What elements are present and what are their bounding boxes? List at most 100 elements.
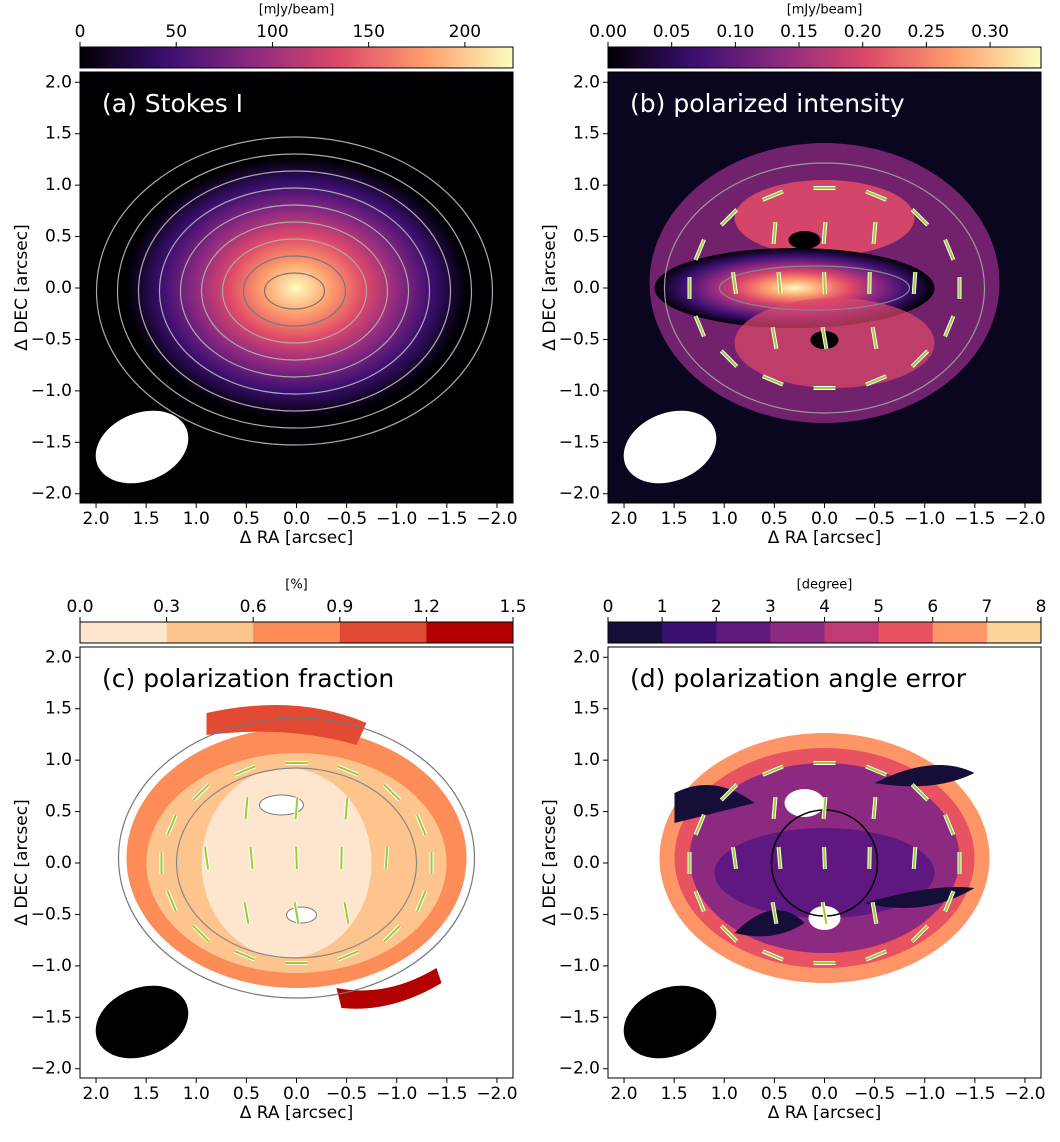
y-axis-label: Δ DEC [arcsec] — [540, 799, 560, 925]
colorbar-segment — [253, 622, 340, 643]
panel-title: (b) polarized intensity — [630, 89, 905, 118]
x-tick-label: 1.5 — [133, 1084, 160, 1104]
y-tick-label: 2.0 — [573, 72, 600, 92]
y-tick-label: 2.0 — [45, 647, 72, 667]
colorbar-label: [degree] — [797, 578, 853, 593]
x-tick-label: 1.5 — [133, 509, 160, 529]
y-tick-label: 0.0 — [573, 853, 600, 873]
y-tick-label: 0.5 — [573, 227, 600, 247]
emission — [735, 180, 915, 256]
x-tick-label: 0.5 — [761, 509, 788, 529]
x-tick-label: 2.0 — [611, 1084, 638, 1104]
colorbar-tick-label: 0.10 — [716, 22, 754, 42]
colorbar-segment — [879, 622, 934, 643]
colorbar-label: [mJy/beam] — [787, 3, 863, 18]
x-tick-label: 1.0 — [183, 509, 210, 529]
y-tick-label: −0.5 — [559, 904, 600, 924]
colorbar — [80, 47, 513, 68]
y-tick-label: 1.0 — [573, 175, 600, 195]
y-tick-label: 2.0 — [573, 647, 600, 667]
x-tick-label: −2.0 — [476, 509, 517, 529]
polarization-vector — [296, 847, 297, 869]
x-tick-label: −0.5 — [854, 509, 895, 529]
x-tick-label: −2.0 — [476, 1084, 517, 1104]
panel: (d) polarization angle error 2.0 1.5 1.0 0.5… — [540, 578, 1046, 1124]
x-tick-label: −2.0 — [1004, 509, 1045, 529]
x-axis-label: Δ RA [arcsec] — [240, 528, 354, 548]
y-tick-label: 1.0 — [45, 175, 72, 195]
x-axis-label: Δ RA [arcsec] — [768, 1103, 882, 1123]
colorbar-tick-label: 0.6 — [240, 597, 267, 617]
colorbar-tick-label: 150 — [352, 22, 384, 42]
colorbar-label: [%] — [285, 578, 308, 593]
y-tick-label: −1.5 — [31, 432, 72, 452]
y-tick-label: −0.5 — [559, 329, 600, 349]
x-tick-label: 1.0 — [711, 1084, 738, 1104]
x-tick-label: −1.0 — [376, 509, 417, 529]
y-tick-label: 2.0 — [45, 72, 72, 92]
colorbar-tick-label: 0.3 — [153, 597, 180, 617]
panel-title: (d) polarization angle error — [630, 664, 967, 693]
colorbar-segment — [716, 622, 771, 643]
x-tick-label: 0.5 — [233, 1084, 260, 1104]
y-tick-label: 1.0 — [573, 750, 600, 770]
y-tick-label: −2.0 — [31, 484, 72, 504]
hole — [785, 789, 825, 817]
x-tick-label: −1.0 — [904, 509, 945, 529]
x-tick-label: 2.0 — [611, 509, 638, 529]
colorbar-tick-label: 50 — [165, 22, 187, 42]
x-tick-label: −1.5 — [426, 1084, 467, 1104]
x-tick-label: −1.0 — [376, 1084, 417, 1104]
colorbar — [608, 47, 1041, 68]
x-tick-label: −1.0 — [904, 1084, 945, 1104]
x-tick-label: −0.5 — [326, 1084, 367, 1104]
panel-title: (a) Stokes I — [102, 89, 243, 118]
y-tick-label: −0.5 — [31, 329, 72, 349]
colorbar-segment — [340, 622, 427, 643]
y-tick-label: 1.5 — [573, 699, 600, 719]
x-tick-label: 2.0 — [83, 1084, 110, 1104]
colorbar-tick-label: 0.05 — [653, 22, 691, 42]
x-tick-label: 1.5 — [661, 509, 688, 529]
colorbar-segment — [770, 622, 825, 643]
x-tick-label: −0.5 — [326, 509, 367, 529]
y-tick-label: −0.5 — [31, 904, 72, 924]
x-tick-label: 0.5 — [761, 1084, 788, 1104]
colorbar-tick-label: 1.5 — [499, 597, 526, 617]
colorbar-segment — [662, 622, 717, 643]
y-axis-label: Δ DEC [arcsec] — [12, 799, 32, 925]
colorbar-tick-label: 0.9 — [326, 597, 353, 617]
x-tick-label: 2.0 — [83, 509, 110, 529]
y-tick-label: 0.5 — [573, 802, 600, 822]
colorbar-tick-label: 0.0 — [66, 597, 93, 617]
emission — [127, 158, 467, 418]
y-tick-label: 0.0 — [573, 278, 600, 298]
colorbar-tick-label: 0 — [75, 22, 86, 42]
colorbar-segment — [987, 622, 1042, 643]
y-tick-label: −1.5 — [31, 1007, 72, 1027]
colorbar-segment — [80, 622, 167, 643]
panel: (b) polarized intensity 2.0 1.5 1.0 0.5 0.0 −0… — [540, 3, 1046, 549]
colorbar-label: [mJy/beam] — [259, 3, 335, 18]
x-tick-label: 0.0 — [283, 1084, 310, 1104]
y-tick-label: −1.0 — [559, 381, 600, 401]
y-axis-label: Δ DEC [arcsec] — [12, 224, 32, 350]
y-tick-label: 0.5 — [45, 802, 72, 822]
colorbar-tick-label: 6 — [927, 597, 938, 617]
x-tick-label: 1.0 — [711, 509, 738, 529]
x-tick-label: −0.5 — [854, 1084, 895, 1104]
colorbar-segment — [933, 622, 988, 643]
colorbar-tick-label: 0.25 — [907, 22, 945, 42]
y-tick-label: −1.0 — [31, 381, 72, 401]
polarization-vector — [824, 272, 825, 294]
x-tick-label: −2.0 — [1004, 1084, 1045, 1104]
polarization-vector — [824, 847, 825, 869]
y-tick-label: −1.5 — [559, 432, 600, 452]
y-tick-label: 1.5 — [573, 124, 600, 144]
colorbar-tick-label: 0 — [603, 597, 614, 617]
colorbar-tick-label: 1 — [657, 597, 668, 617]
colorbar-tick-label: 4 — [819, 597, 830, 617]
figure: (a) Stokes I2.01.51.00.50.0−0.5−1.0−1.5−… — [0, 0, 1060, 1142]
hole — [789, 231, 821, 249]
